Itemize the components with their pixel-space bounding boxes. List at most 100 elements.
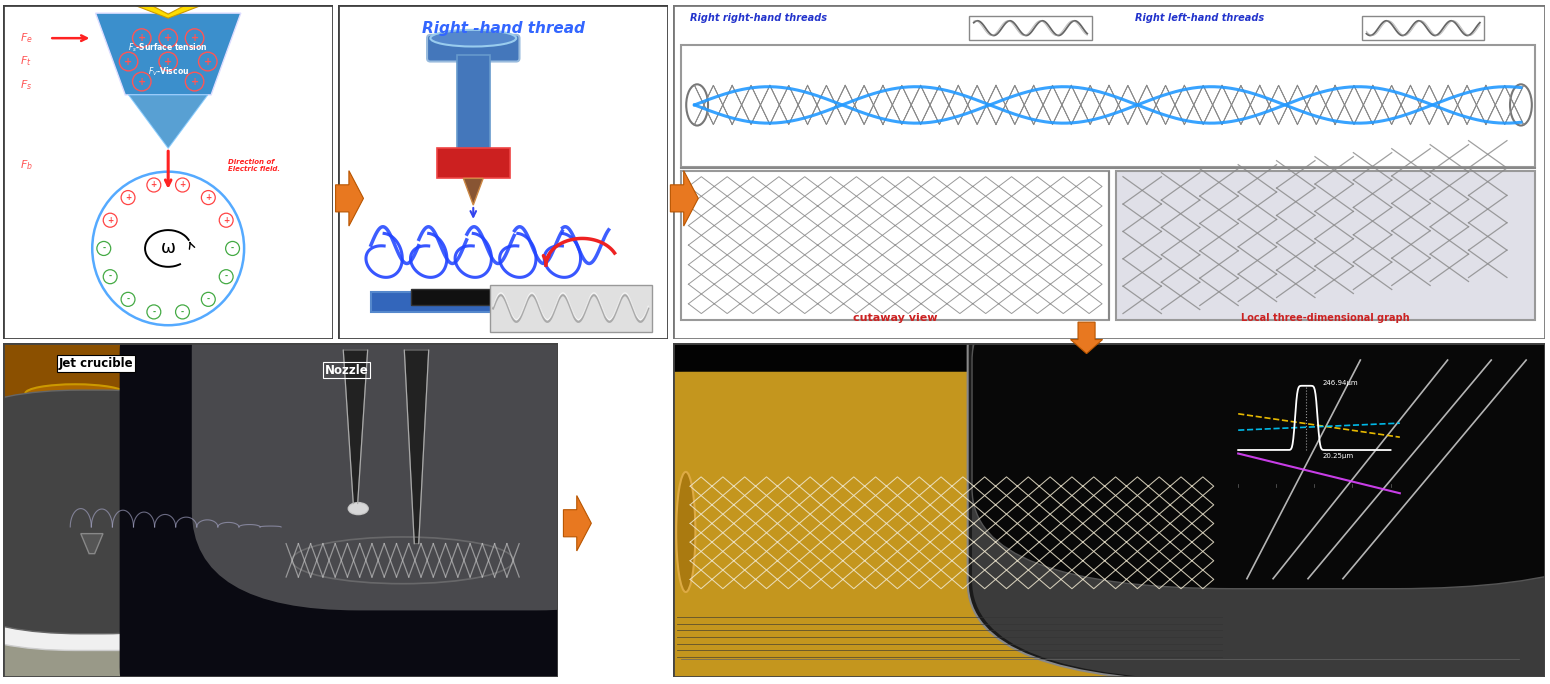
- Text: cutaway view: cutaway view: [853, 313, 938, 323]
- Text: +: +: [164, 33, 172, 43]
- Text: 20.25μm: 20.25μm: [1322, 453, 1353, 460]
- Text: +: +: [124, 57, 133, 66]
- FancyBboxPatch shape: [420, 559, 963, 684]
- FancyBboxPatch shape: [1362, 16, 1485, 40]
- Text: $F_e$: $F_e$: [20, 31, 33, 45]
- Polygon shape: [670, 171, 699, 226]
- Text: +: +: [150, 181, 157, 189]
- Text: -: -: [231, 244, 234, 253]
- FancyBboxPatch shape: [0, 404, 453, 650]
- FancyBboxPatch shape: [0, 512, 425, 684]
- FancyBboxPatch shape: [713, 559, 1256, 684]
- FancyBboxPatch shape: [566, 559, 1110, 684]
- FancyBboxPatch shape: [457, 55, 490, 152]
- FancyBboxPatch shape: [733, 559, 1277, 684]
- FancyBboxPatch shape: [440, 559, 983, 684]
- FancyBboxPatch shape: [682, 171, 1110, 320]
- FancyBboxPatch shape: [1237, 559, 1550, 684]
- FancyBboxPatch shape: [682, 45, 1534, 167]
- FancyBboxPatch shape: [649, 559, 1194, 684]
- FancyBboxPatch shape: [775, 559, 1319, 684]
- Polygon shape: [1071, 322, 1102, 354]
- Polygon shape: [463, 179, 484, 205]
- FancyBboxPatch shape: [490, 285, 651, 332]
- FancyBboxPatch shape: [482, 559, 1025, 684]
- FancyBboxPatch shape: [1090, 559, 1550, 684]
- Text: -: -: [152, 307, 155, 317]
- FancyBboxPatch shape: [425, 320, 1480, 684]
- FancyBboxPatch shape: [1116, 171, 1534, 320]
- Polygon shape: [335, 171, 363, 226]
- Text: +: +: [180, 181, 186, 189]
- Text: +: +: [223, 215, 229, 225]
- FancyBboxPatch shape: [370, 292, 569, 312]
- Text: +: +: [203, 57, 212, 66]
- Text: Direction of
Electric field.: Direction of Electric field.: [228, 159, 279, 172]
- FancyBboxPatch shape: [880, 559, 1423, 684]
- FancyBboxPatch shape: [1006, 559, 1548, 684]
- Circle shape: [93, 172, 243, 325]
- Text: 246.94μm: 246.94μm: [1322, 380, 1358, 386]
- FancyBboxPatch shape: [504, 559, 1046, 684]
- Text: -: -: [127, 295, 130, 304]
- Polygon shape: [135, 5, 202, 18]
- Text: $F_t$: $F_t$: [20, 55, 33, 68]
- Polygon shape: [405, 350, 429, 544]
- Text: ω: ω: [161, 239, 175, 257]
- Text: Local three-dimensional graph: Local three-dimensional graph: [1242, 313, 1411, 323]
- Text: $F_V$-Viscou: $F_V$-Viscou: [147, 65, 189, 78]
- FancyBboxPatch shape: [608, 559, 1152, 684]
- FancyBboxPatch shape: [817, 559, 1361, 684]
- FancyBboxPatch shape: [0, 293, 291, 594]
- FancyBboxPatch shape: [902, 559, 1445, 684]
- FancyBboxPatch shape: [964, 559, 1507, 684]
- FancyBboxPatch shape: [839, 559, 1381, 684]
- Circle shape: [349, 503, 369, 514]
- Text: +: +: [205, 193, 211, 202]
- FancyBboxPatch shape: [587, 559, 1130, 684]
- FancyBboxPatch shape: [437, 148, 510, 179]
- FancyBboxPatch shape: [524, 559, 1066, 684]
- Polygon shape: [343, 350, 367, 503]
- Text: +: +: [107, 215, 113, 225]
- FancyBboxPatch shape: [922, 559, 1465, 684]
- Text: $F_s$-Surface tension: $F_s$-Surface tension: [129, 42, 208, 55]
- FancyBboxPatch shape: [0, 529, 425, 684]
- Polygon shape: [96, 13, 240, 95]
- FancyBboxPatch shape: [1048, 559, 1550, 684]
- Text: Jet crucible: Jet crucible: [59, 357, 133, 370]
- FancyBboxPatch shape: [0, 390, 270, 634]
- FancyBboxPatch shape: [1070, 559, 1550, 684]
- FancyBboxPatch shape: [428, 35, 519, 62]
- FancyBboxPatch shape: [986, 559, 1528, 684]
- FancyBboxPatch shape: [1028, 559, 1550, 684]
- Text: Right -hand thread: Right -hand thread: [422, 21, 584, 36]
- FancyBboxPatch shape: [119, 253, 708, 684]
- FancyBboxPatch shape: [944, 559, 1486, 684]
- Ellipse shape: [431, 30, 516, 47]
- FancyBboxPatch shape: [797, 559, 1339, 684]
- Polygon shape: [81, 534, 102, 553]
- FancyBboxPatch shape: [0, 495, 425, 684]
- FancyBboxPatch shape: [9, 350, 270, 670]
- Text: -: -: [109, 272, 112, 281]
- FancyBboxPatch shape: [629, 559, 1172, 684]
- FancyBboxPatch shape: [1215, 559, 1550, 684]
- Text: +: +: [191, 77, 198, 87]
- Text: Right right-hand threads: Right right-hand threads: [690, 13, 828, 23]
- Ellipse shape: [676, 472, 696, 592]
- FancyBboxPatch shape: [671, 559, 1214, 684]
- Text: +: +: [138, 77, 146, 87]
- FancyBboxPatch shape: [691, 559, 1235, 684]
- Text: $F_b$: $F_b$: [20, 158, 33, 172]
- Ellipse shape: [76, 503, 287, 551]
- Text: $F_s$: $F_s$: [20, 78, 33, 92]
- FancyBboxPatch shape: [972, 250, 1550, 681]
- FancyBboxPatch shape: [755, 559, 1297, 684]
- Polygon shape: [129, 95, 208, 148]
- FancyBboxPatch shape: [1132, 559, 1550, 684]
- Polygon shape: [564, 495, 592, 551]
- FancyBboxPatch shape: [972, 260, 1550, 589]
- FancyBboxPatch shape: [969, 16, 1091, 40]
- FancyBboxPatch shape: [1195, 559, 1550, 684]
